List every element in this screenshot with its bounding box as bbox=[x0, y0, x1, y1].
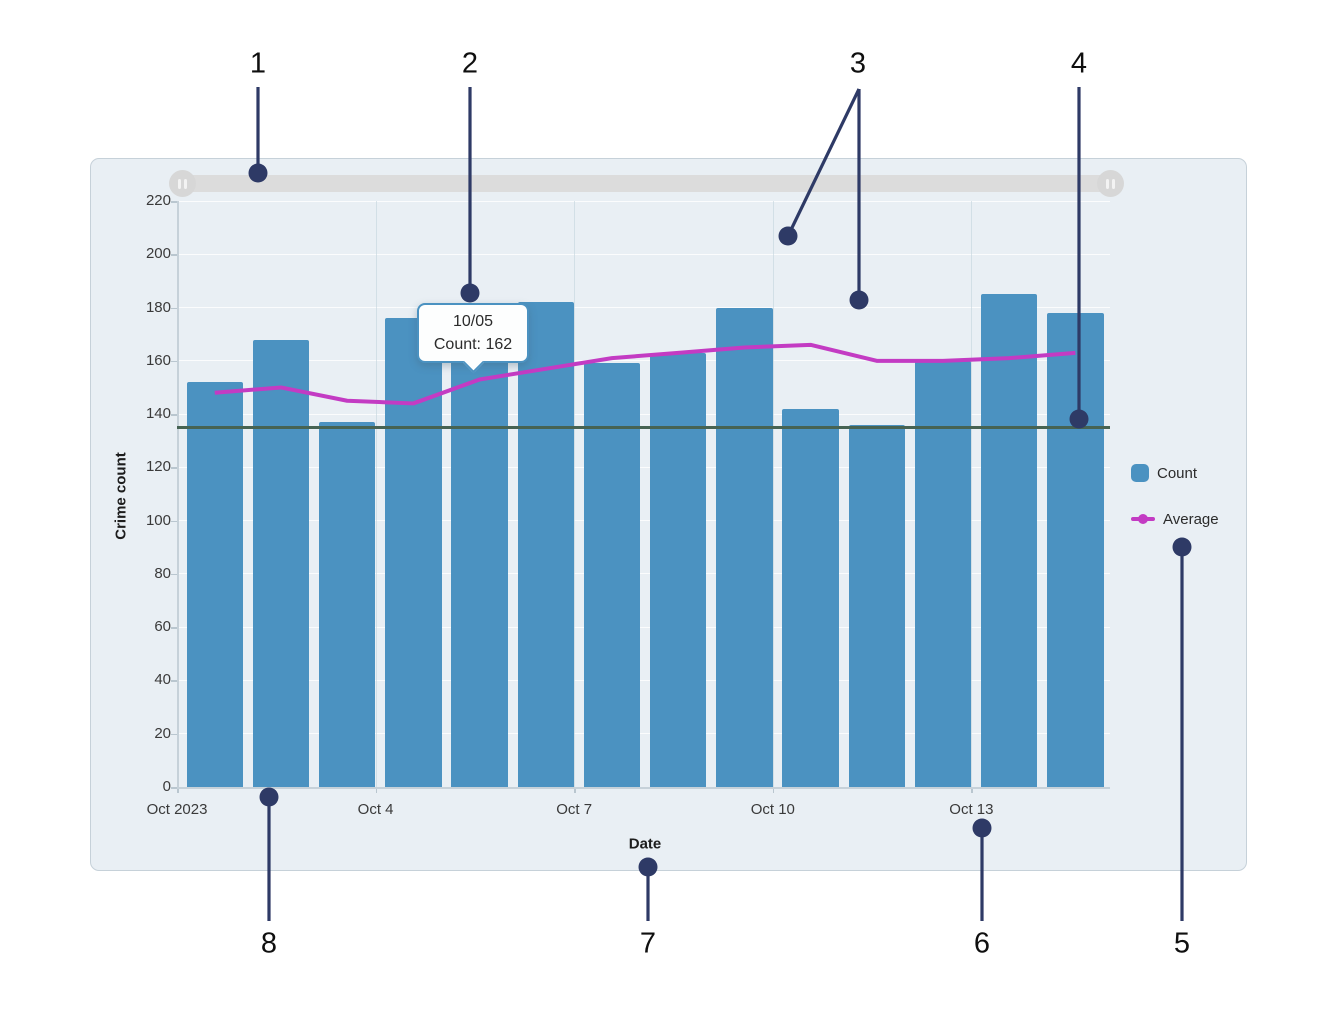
slider-handle-right[interactable] bbox=[1097, 170, 1124, 197]
bar-10/04[interactable] bbox=[385, 318, 442, 787]
y-tick-label: 100 bbox=[145, 511, 171, 529]
y-tick-mark bbox=[171, 627, 177, 629]
callout-number-8: 8 bbox=[260, 927, 278, 960]
x-tick-mark bbox=[971, 787, 973, 793]
bar-10/10[interactable] bbox=[782, 408, 839, 787]
y-gridline bbox=[177, 520, 1110, 522]
y-gridline bbox=[177, 733, 1110, 735]
y-tick-mark bbox=[171, 573, 177, 576]
x-tick-mark bbox=[574, 787, 576, 793]
bar-10/11[interactable] bbox=[848, 424, 905, 787]
y-tick-label: 140 bbox=[145, 405, 171, 423]
y-gridline bbox=[177, 626, 1110, 628]
callout-number-2: 2 bbox=[461, 47, 479, 80]
y-tick-mark bbox=[171, 520, 177, 523]
y-tick-label: 80 bbox=[154, 564, 171, 582]
callout-number-4: 4 bbox=[1070, 47, 1088, 80]
x-gridline bbox=[772, 201, 774, 787]
y-tick-label: 160 bbox=[145, 351, 171, 369]
callout-number-6: 6 bbox=[973, 927, 991, 960]
y-tick-mark bbox=[171, 414, 177, 416]
x-gridline bbox=[375, 201, 377, 787]
y-tick-label: 180 bbox=[145, 298, 171, 316]
slider-handle-left[interactable] bbox=[169, 170, 196, 197]
x-tick-label: Oct 13 bbox=[949, 801, 994, 818]
y-gridline bbox=[177, 413, 1110, 415]
y-gridline bbox=[177, 679, 1110, 681]
y-tick-label: 20 bbox=[154, 724, 171, 742]
legend-item-count[interactable]: Count bbox=[1131, 463, 1197, 483]
bar-10/13[interactable] bbox=[980, 294, 1038, 787]
x-tick-label: Oct 2023 bbox=[146, 801, 208, 818]
y-tick-mark bbox=[171, 467, 177, 469]
callout-number-7: 7 bbox=[639, 927, 657, 960]
bar-10/12[interactable] bbox=[914, 360, 972, 787]
bar-10/01[interactable] bbox=[186, 382, 243, 787]
grip-icon bbox=[1106, 178, 1109, 189]
y-tick-label: 200 bbox=[145, 245, 171, 263]
tooltip-count: Count: 162 bbox=[433, 336, 513, 354]
y-tick-mark bbox=[171, 680, 177, 682]
y-tick-mark bbox=[171, 787, 177, 789]
y-axis-title: Crime count bbox=[112, 452, 130, 540]
y-axis-line bbox=[177, 201, 179, 787]
x-tick-mark bbox=[177, 787, 179, 793]
y-tick-label: 220 bbox=[145, 192, 171, 209]
y-gridline bbox=[177, 253, 1110, 255]
bar-10/02[interactable] bbox=[252, 339, 310, 787]
y-tick-mark bbox=[171, 733, 177, 736]
legend-label: Count bbox=[1157, 464, 1198, 482]
y-gridline bbox=[177, 200, 1110, 202]
legend-line-dot-icon bbox=[1131, 514, 1155, 524]
y-tick-mark bbox=[171, 201, 177, 203]
x-tick-label: Oct 7 bbox=[556, 801, 593, 818]
callout-number-3: 3 bbox=[849, 47, 867, 80]
bar-10/06[interactable] bbox=[517, 302, 574, 787]
bar-10/03[interactable] bbox=[318, 422, 376, 787]
y-tick-label: 60 bbox=[154, 618, 171, 636]
y-tick-label: 0 bbox=[162, 778, 171, 795]
y-tick-mark bbox=[171, 360, 177, 363]
time-range-slider-track[interactable] bbox=[170, 175, 1123, 192]
bar-10/14[interactable] bbox=[1047, 312, 1104, 787]
callout-number-5: 5 bbox=[1173, 927, 1191, 960]
bar-10/07[interactable] bbox=[583, 363, 641, 787]
y-gridline bbox=[177, 307, 1110, 309]
legend-square-icon bbox=[1131, 464, 1149, 482]
y-gridline bbox=[177, 573, 1110, 575]
y-gridline bbox=[177, 466, 1110, 468]
x-gridline bbox=[574, 201, 576, 787]
tooltip: 10/05 Count: 162 bbox=[417, 303, 529, 364]
x-tick-mark bbox=[375, 787, 378, 793]
x-tick-label: Oct 4 bbox=[357, 801, 394, 818]
tooltip-date: 10/05 bbox=[452, 313, 494, 330]
y-tick-mark bbox=[171, 307, 177, 310]
grip-icon bbox=[184, 178, 187, 189]
reference-line bbox=[177, 425, 1110, 429]
callout-number-1: 1 bbox=[249, 47, 267, 80]
bar-10/09[interactable] bbox=[716, 307, 773, 787]
bar-10/08[interactable] bbox=[649, 352, 707, 787]
legend-label: Average bbox=[1163, 510, 1219, 528]
y-tick-mark bbox=[171, 254, 177, 256]
x-axis-title: Date bbox=[628, 835, 662, 853]
y-tick-label: 120 bbox=[145, 458, 171, 476]
y-tick-label: 40 bbox=[154, 671, 171, 689]
x-tick-mark bbox=[772, 787, 775, 793]
bar-10/05[interactable] bbox=[451, 355, 508, 787]
x-tick-label: Oct 10 bbox=[750, 801, 795, 818]
legend-item-average[interactable]: Average bbox=[1131, 509, 1219, 529]
grip-icon bbox=[1112, 178, 1115, 189]
x-axis-line bbox=[177, 787, 1110, 789]
x-gridline bbox=[971, 201, 973, 787]
grip-icon bbox=[178, 178, 181, 189]
